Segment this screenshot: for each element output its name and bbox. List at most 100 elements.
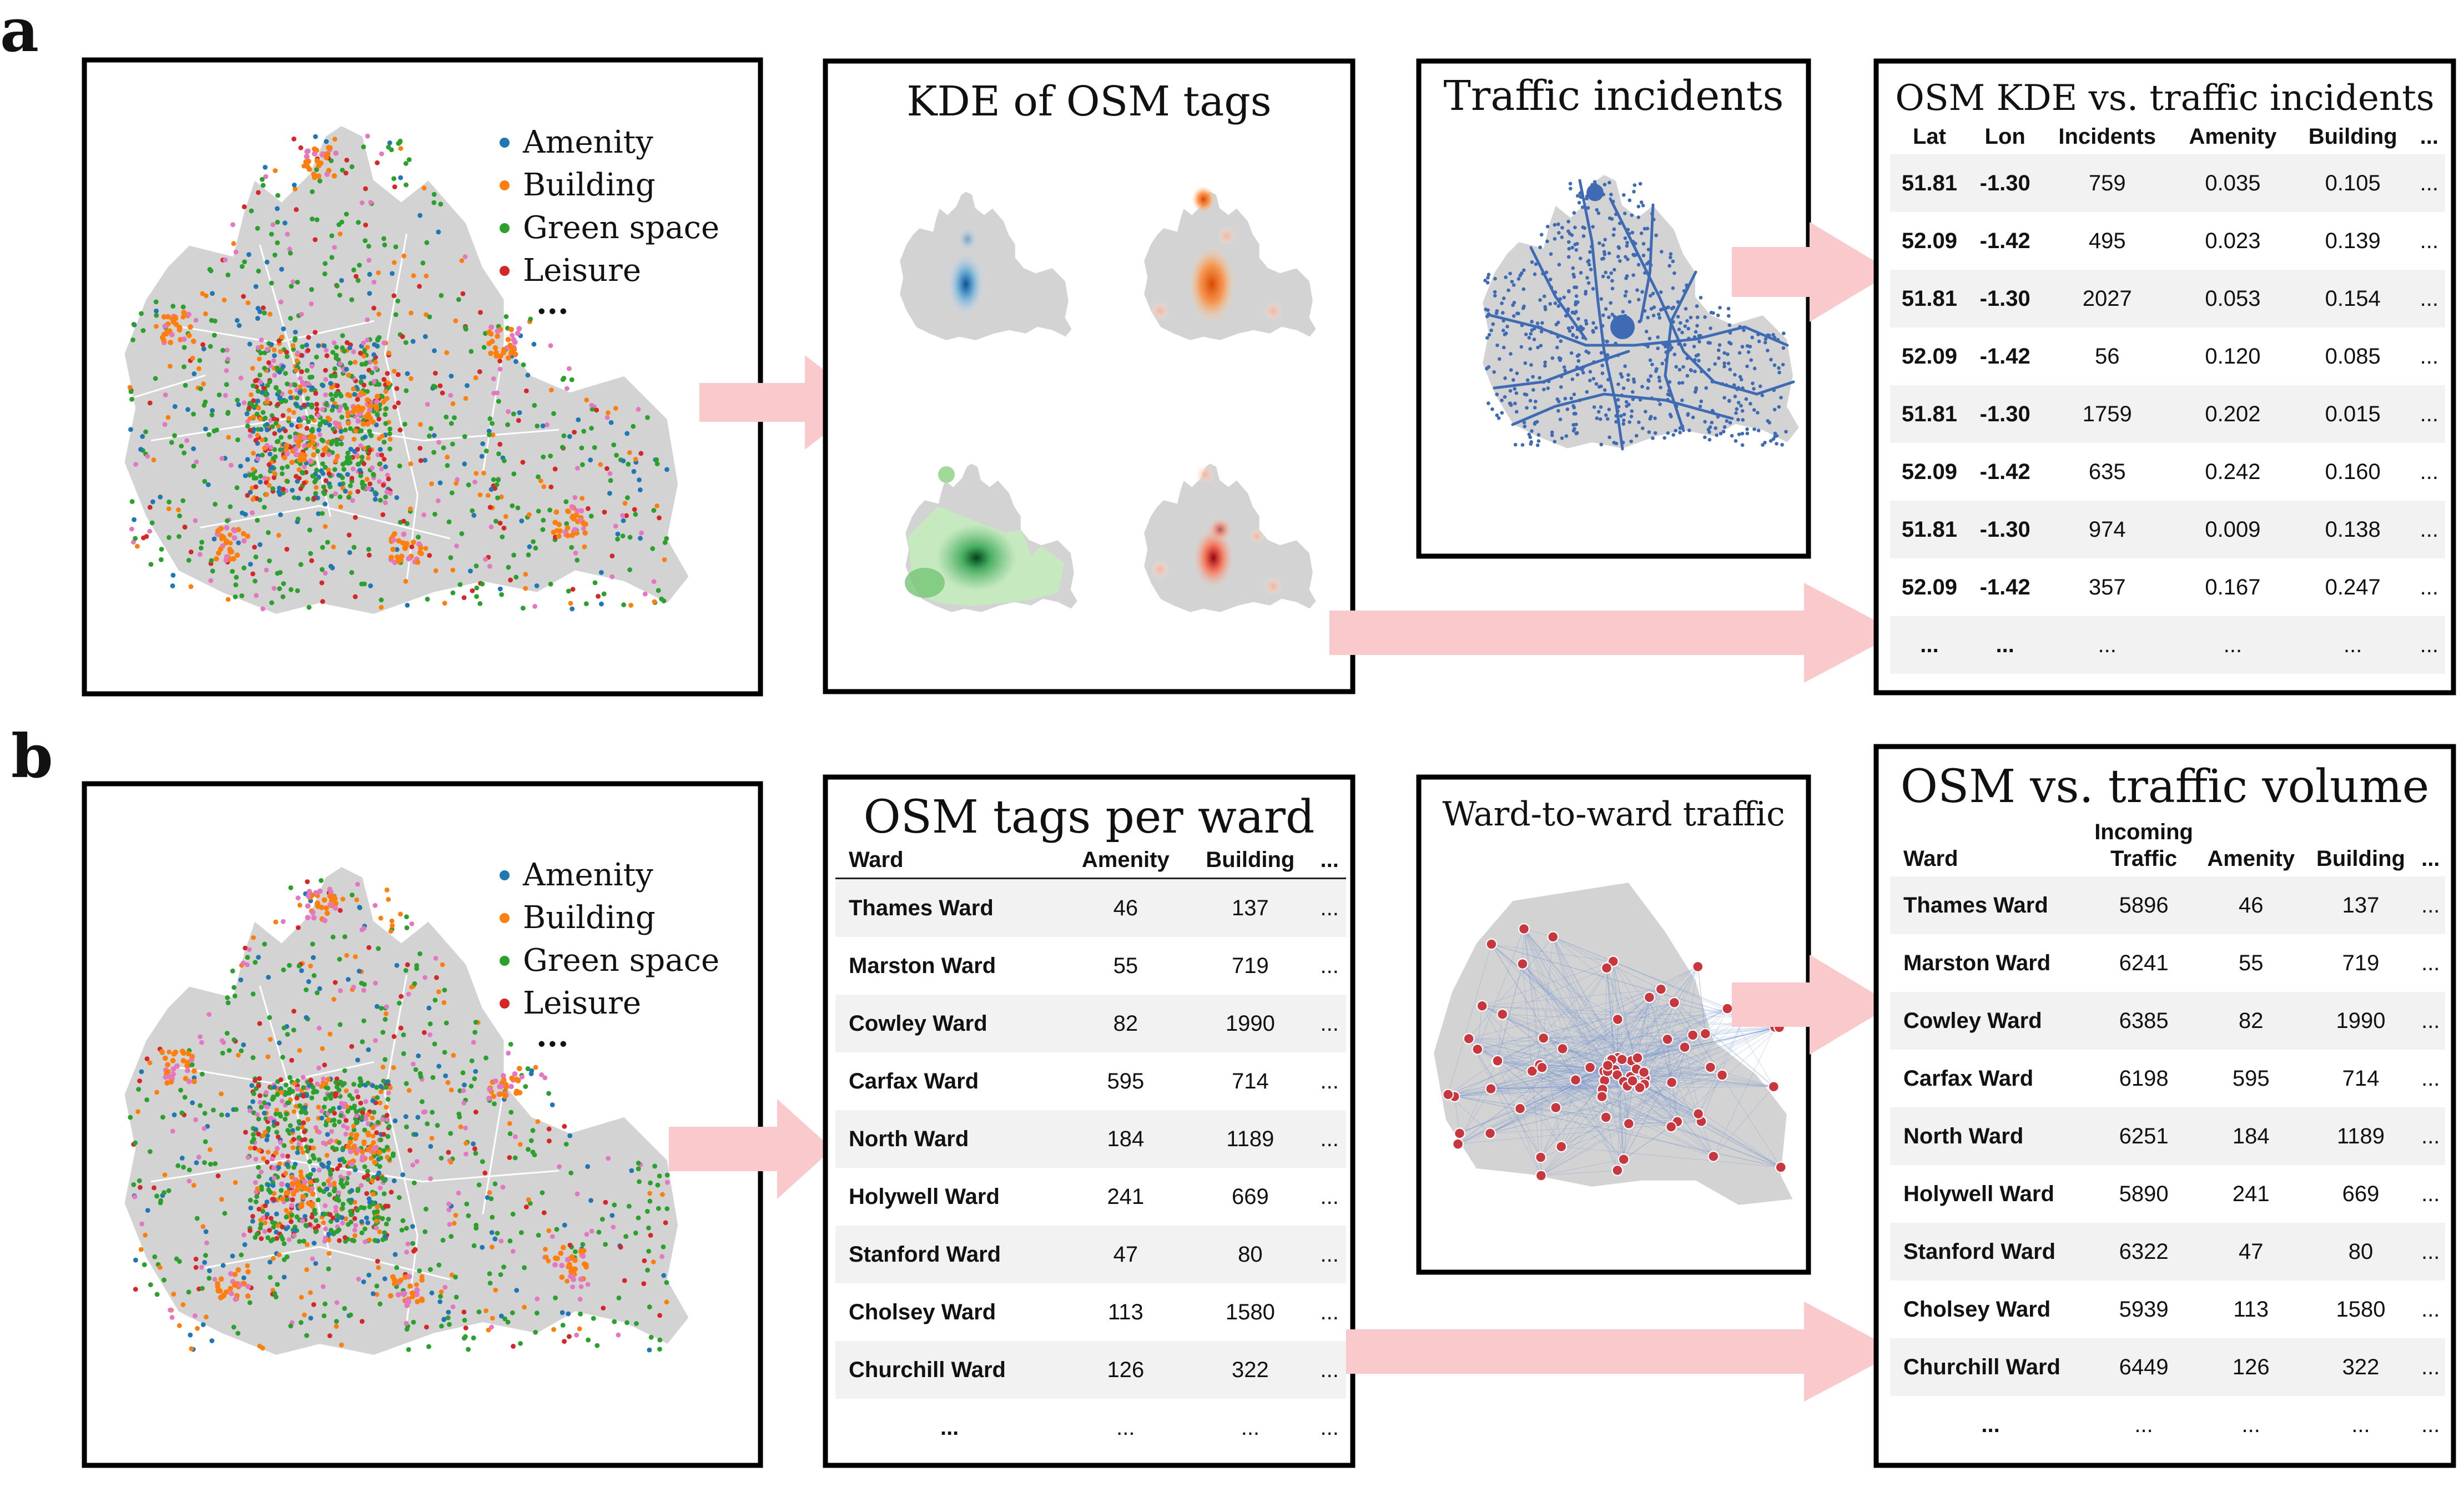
incident-point: [1643, 342, 1647, 347]
incident-point: [1500, 411, 1504, 415]
osm-point: [425, 402, 430, 407]
osm-point: [346, 372, 351, 378]
incident-point: [1495, 309, 1499, 313]
osm-point: [256, 955, 261, 960]
incident-point: [1576, 317, 1580, 321]
table-cell: ...: [2413, 385, 2445, 443]
traffic-edge: [1490, 1069, 1615, 1134]
osm-point: [289, 1203, 295, 1208]
incident-point: [1546, 386, 1550, 390]
osm-point: [216, 392, 222, 397]
osm-point: [376, 270, 381, 275]
osm-point: [443, 1073, 449, 1078]
incident-point: [1749, 401, 1752, 406]
osm-point: [390, 923, 395, 929]
arrow-b3: [1329, 1302, 1898, 1402]
traffic-edge: [1523, 929, 1618, 1075]
traffic-edge: [1491, 944, 1632, 1061]
traffic-edge: [1491, 944, 1744, 1019]
osm-point: [436, 1063, 442, 1069]
osm-point: [415, 560, 421, 565]
osm-point: [351, 984, 356, 990]
traffic-edge: [1458, 1069, 1614, 1145]
osm-point: [258, 1100, 263, 1105]
osm-point: [510, 1211, 516, 1217]
incident-point: [1657, 312, 1661, 316]
incident-point: [1581, 234, 1586, 238]
osm-point: [547, 507, 552, 513]
osm-point: [615, 536, 620, 542]
ward-node: [1463, 1032, 1475, 1045]
osm-point: [385, 1097, 391, 1102]
incident-point: [1564, 434, 1569, 438]
table-row: Carfax Ward 595 714...: [835, 1052, 1346, 1110]
osm-point: [340, 1184, 346, 1189]
osm-point: [554, 1227, 560, 1232]
traffic-edge: [1671, 1035, 1694, 1083]
traffic-edge: [1532, 1071, 1606, 1118]
traffic-edge: [1539, 961, 1614, 1065]
incident-point: [1521, 268, 1526, 273]
osm-point: [308, 1290, 313, 1296]
traffic-edge: [1454, 1096, 1460, 1133]
table-cell: ...: [1313, 1399, 1346, 1456]
table-cell: ...: [2416, 1107, 2445, 1165]
osm-point: [389, 918, 395, 924]
osm-point: [284, 1197, 290, 1202]
osm-point: [206, 1012, 212, 1017]
incident-point: [1522, 420, 1526, 425]
osm-point: [594, 407, 599, 413]
osm-point: [270, 424, 275, 430]
incident-point: [1772, 388, 1776, 392]
traffic-edge: [1629, 1027, 1780, 1124]
osm-point: [488, 1196, 494, 1201]
osm-point: [264, 399, 270, 405]
osm-point: [372, 496, 378, 502]
incident-point: [1651, 314, 1656, 317]
incident-point: [1496, 416, 1501, 420]
table-cell: 80: [2305, 1223, 2416, 1281]
incident-point: [1746, 350, 1751, 354]
osm-point: [147, 505, 153, 510]
osm-point: [334, 1324, 339, 1329]
osm-point: [291, 136, 296, 142]
osm-point: [256, 1083, 261, 1088]
osm-point: [501, 525, 507, 531]
osm-point: [164, 1080, 170, 1086]
osm-point: [265, 1105, 270, 1110]
osm-point: [491, 1093, 497, 1100]
incident-point: [1671, 320, 1675, 324]
osm-point: [321, 343, 327, 349]
incident-point: [1492, 370, 1496, 374]
osm-point: [493, 353, 500, 359]
osm-point: [492, 1181, 498, 1187]
osm-point: [376, 479, 382, 485]
panel-label-a: a: [0, 0, 39, 65]
osm-point: [613, 523, 618, 529]
osm-point: [536, 508, 541, 514]
osm-point: [457, 1088, 463, 1093]
table-cell: ...: [1313, 1341, 1346, 1399]
osm-point: [462, 461, 467, 467]
incident-point: [1544, 270, 1549, 274]
table-cell: Thames Ward: [835, 878, 1064, 937]
osm-point: [203, 1229, 209, 1234]
traffic-edge: [1459, 1069, 1614, 1134]
osm-point: [220, 1050, 225, 1056]
osm-point: [518, 1230, 524, 1236]
osm-point: [386, 476, 391, 482]
osm-point: [646, 1225, 651, 1231]
osm-point: [324, 445, 329, 451]
table-row: North Ward 6251 184 1189...: [1890, 1107, 2445, 1165]
osm-point: [536, 1233, 541, 1238]
incident-point: [1716, 415, 1720, 419]
osm-point: [144, 1097, 149, 1102]
incident-point: [1703, 435, 1707, 440]
osm-point: [596, 593, 601, 599]
traffic-edge: [1491, 944, 1615, 1070]
osm-point: [295, 1078, 300, 1083]
osm-point: [400, 1218, 406, 1223]
osm-point: [261, 385, 266, 391]
incident-point: [1568, 329, 1572, 333]
osm-point: [383, 464, 388, 470]
